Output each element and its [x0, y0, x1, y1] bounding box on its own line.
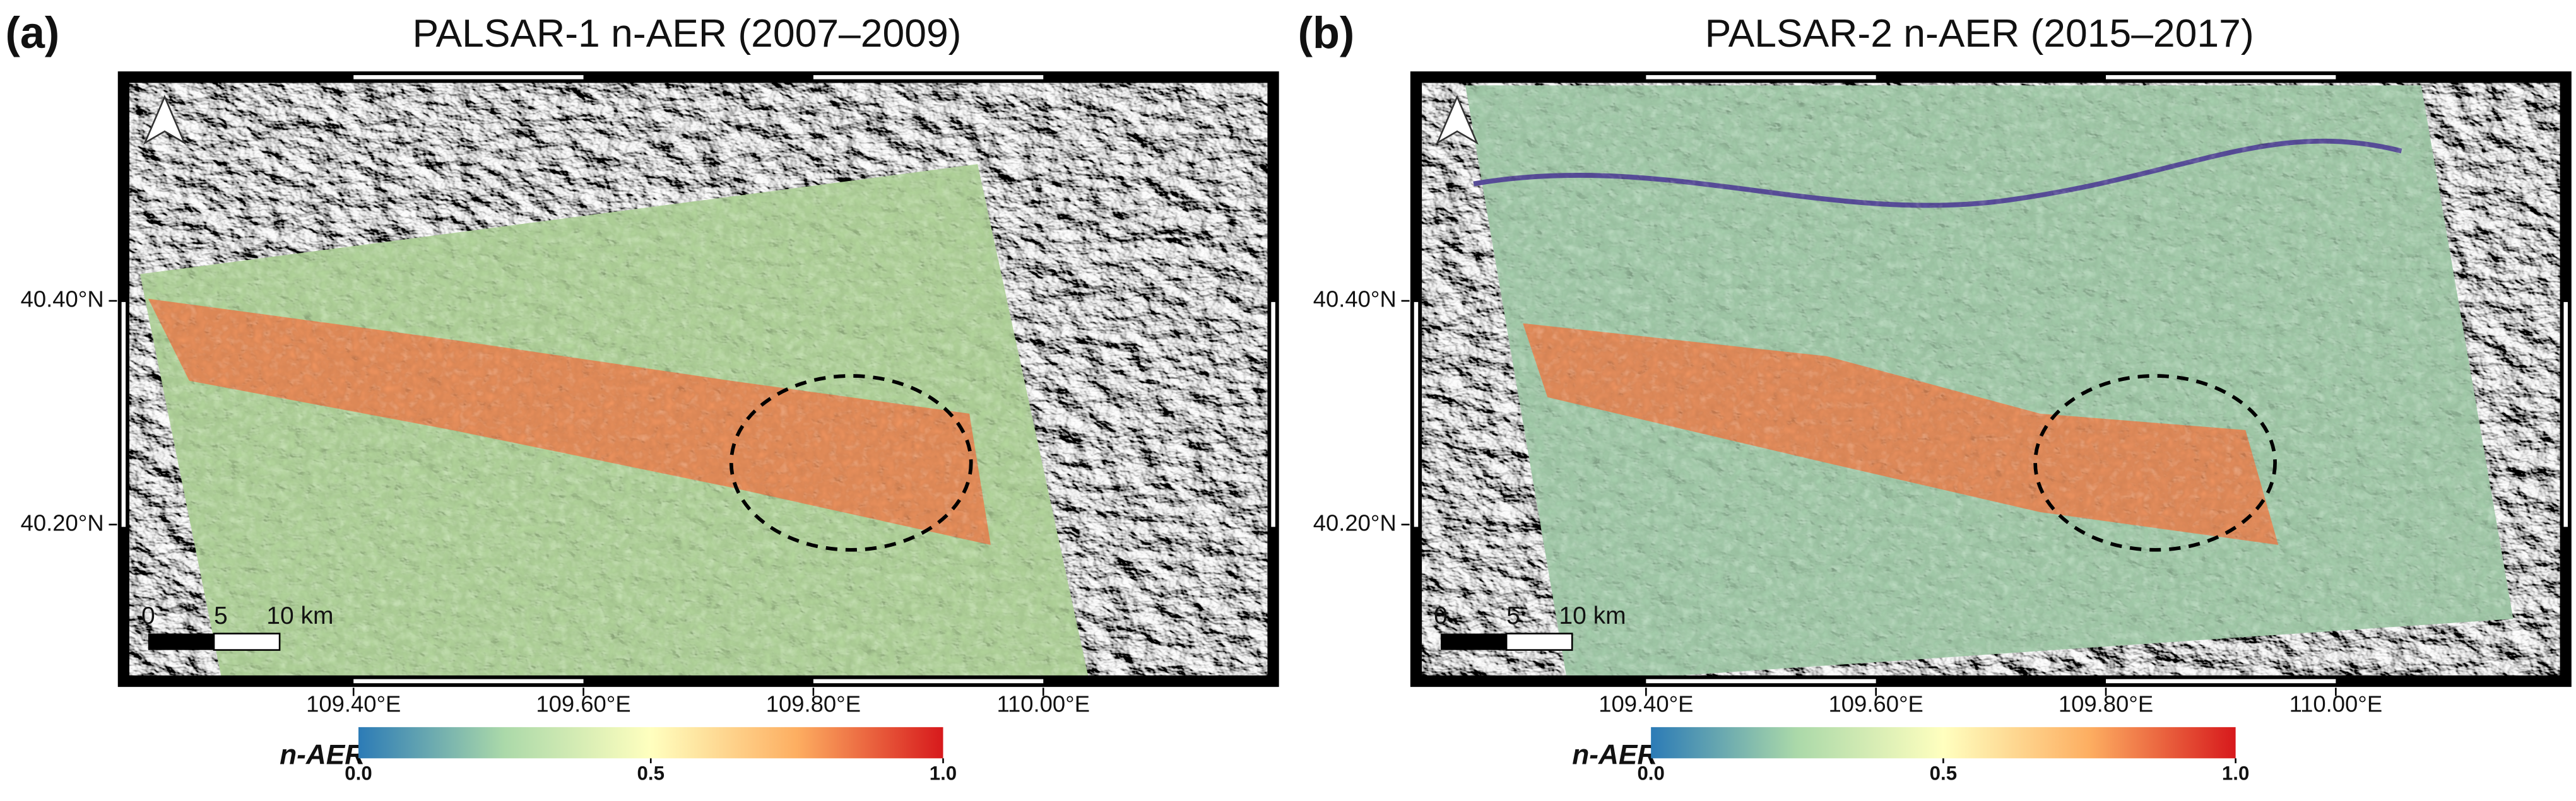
scale-bar-label: 10 km: [1559, 602, 1626, 629]
x-tick-label: 110.00°E: [2289, 691, 2383, 717]
x-tick-label: 109.60°E: [1829, 691, 1923, 717]
colorbar-tick-label: 1.0: [2222, 763, 2249, 785]
dune-band: [148, 298, 991, 546]
x-tick-label: 109.40°E: [1598, 691, 1693, 717]
y-tick-label: 40.20°N: [1313, 510, 1397, 535]
x-tick-label: 109.80°E: [766, 691, 861, 717]
panel-label: (a): [5, 8, 59, 57]
scale-bar-black: [148, 633, 214, 650]
scale-bar-label: 10 km: [266, 602, 333, 629]
panel-label: (b): [1298, 8, 1355, 57]
overlay: [1465, 85, 2514, 682]
x-tick-label: 109.40°E: [306, 691, 401, 717]
highlight-ellipse: [2033, 374, 2277, 552]
scale-bar-label: 0: [141, 602, 155, 629]
scale-bar-label: 0: [1434, 602, 1448, 629]
panel-title: PALSAR-2 n-AER (2015–2017): [1705, 11, 2254, 56]
colorbar-tick-label: 0.0: [1637, 763, 1664, 785]
map-panel: (b) PALSAR-2 n-AER (2015–2017) 0 5 10 km 109.…: [1298, 8, 2572, 785]
overlay: [139, 164, 1090, 682]
x-tick-label: 109.60°E: [536, 691, 630, 717]
y-tick-label: 40.40°N: [21, 286, 104, 312]
y-tick-label: 40.20°N: [21, 510, 104, 535]
y-tick-label: 40.40°N: [1313, 286, 1397, 312]
highlight-ellipse: [729, 374, 973, 552]
north-arrow: [1436, 95, 1479, 145]
x-tick-label: 109.80°E: [2059, 691, 2153, 717]
scale-bar-label: 5: [1506, 602, 1520, 629]
colorbar-tick-label: 0.0: [345, 763, 372, 785]
river: [1473, 138, 2402, 208]
north-arrow: [143, 95, 186, 145]
dune-band: [1523, 323, 2279, 546]
panel-title: PALSAR-1 n-AER (2007–2009): [413, 11, 962, 56]
colorbar-label: n-AER: [1572, 739, 1657, 770]
colorbar: [358, 727, 943, 759]
colorbar: [1651, 727, 2236, 759]
map-panel: (a) PALSAR-1 n-AER (2007–2009) 0 5 10 km 109.…: [5, 8, 1279, 785]
x-tick-label: 110.00°E: [996, 691, 1090, 717]
scale-bar-white: [213, 633, 281, 651]
colorbar-label: n-AER: [280, 739, 365, 770]
map-body: 0 5 10 km: [123, 77, 1273, 682]
colorbar-tick-label: 1.0: [930, 763, 957, 785]
colorbar-tick-label: 0.5: [637, 763, 665, 785]
scale-bar-white: [1505, 633, 1573, 651]
colorbar-tick-label: 0.5: [1930, 763, 1957, 785]
map-body: 0 5 10 km: [1415, 77, 2566, 682]
scale-bar-label: 5: [214, 602, 228, 629]
scale-bar-black: [1441, 633, 1507, 650]
